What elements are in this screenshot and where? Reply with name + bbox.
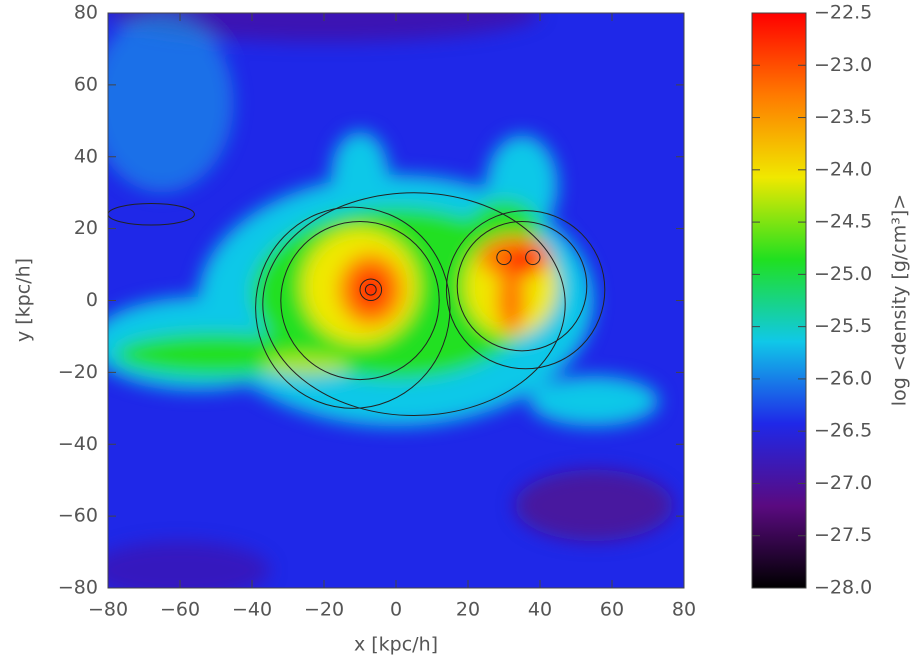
density-blob	[356, 272, 385, 308]
y-tick-label: 80	[74, 2, 98, 24]
colorbar-label: log <density [g/cm³]>	[889, 194, 911, 406]
colorbar-tick-label: −24.5	[814, 211, 872, 233]
y-tick-label: −80	[58, 577, 98, 599]
y-tick-label: −20	[58, 361, 98, 383]
density-blob	[497, 268, 526, 333]
y-tick-label: 60	[74, 73, 98, 95]
y-axis-label: y [kpc/h]	[13, 258, 35, 342]
x-tick-label: 0	[390, 599, 402, 621]
y-tick-label: −40	[58, 433, 98, 455]
x-tick-label: 60	[600, 599, 624, 621]
density-blob	[504, 250, 540, 272]
y-tick-label: 0	[86, 289, 98, 311]
x-tick-label: −60	[160, 599, 200, 621]
colorbar-tick-label: −22.5	[814, 2, 872, 24]
density-blob	[515, 469, 673, 541]
colorbar-tick-label: −27.0	[814, 472, 872, 494]
density-blob	[90, 13, 234, 193]
x-tick-label: 40	[528, 599, 552, 621]
y-tick-label: 20	[74, 217, 98, 239]
colorbar-tick-label: −23.0	[814, 54, 872, 76]
x-tick-label: 20	[456, 599, 480, 621]
colorbar-tick-label: −26.5	[814, 420, 872, 442]
density-blob	[263, 354, 349, 376]
x-axis-label: x [kpc/h]	[354, 634, 438, 656]
y-tick-label: 40	[74, 145, 98, 167]
colorbar-tick-label: −25.5	[814, 315, 872, 337]
colorbar-tick-label: −28.0	[814, 577, 872, 599]
colorbar-tick-label: −27.5	[814, 524, 872, 546]
x-tick-label: −20	[304, 599, 344, 621]
colorbar	[752, 13, 806, 588]
chart: x [kpc/h] y [kpc/h] log <density [g/cm³]…	[0, 0, 917, 662]
colorbar-tick-label: −23.5	[814, 106, 872, 128]
x-tick-label: 80	[672, 599, 696, 621]
x-tick-label: −80	[88, 599, 128, 621]
y-tick-label: −60	[58, 505, 98, 527]
colorbar-tick-label: −26.0	[814, 367, 872, 389]
density-blob	[331, 132, 389, 218]
colorbar-tick-label: −25.0	[814, 263, 872, 285]
density-blob	[90, 541, 270, 599]
colorbar-tick-label: −24.0	[814, 158, 872, 180]
density-field	[90, 0, 684, 599]
x-tick-label: −40	[232, 599, 272, 621]
density-blob	[529, 376, 659, 426]
